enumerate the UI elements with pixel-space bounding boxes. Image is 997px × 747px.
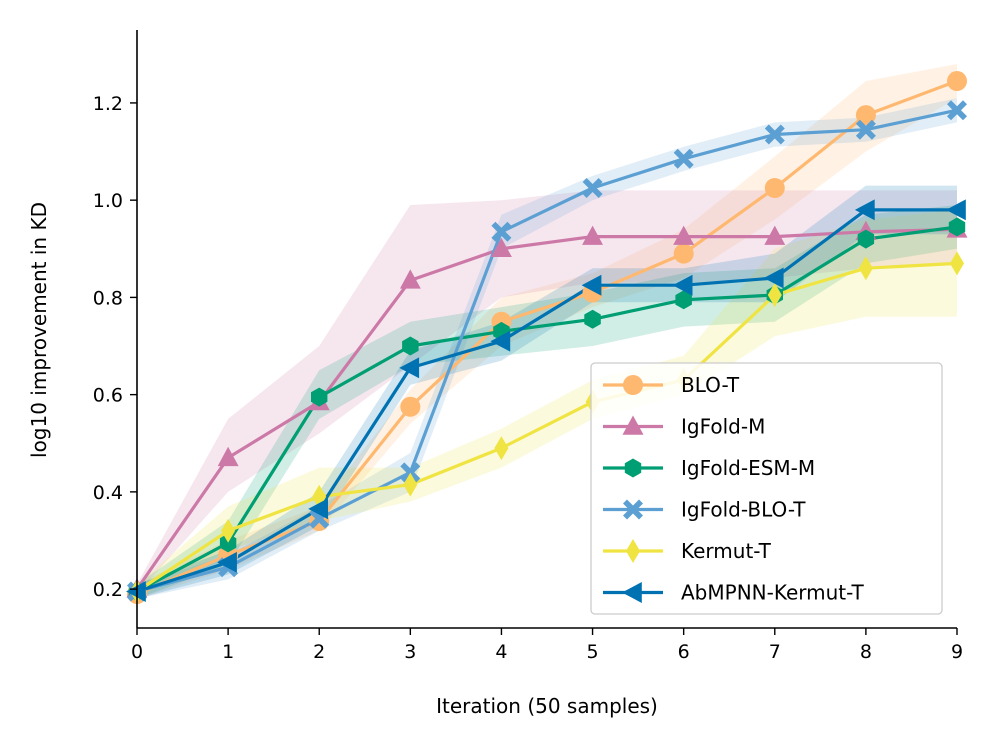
point-1-6 (673, 225, 695, 245)
legend-marker-3 (623, 499, 643, 520)
y-axis-title: log10 improvement in KD (27, 202, 51, 458)
point-1-7 (764, 225, 786, 245)
x-tick-label-2: 2 (313, 641, 325, 663)
point-3-3 (400, 462, 421, 483)
point-1-1 (217, 446, 239, 467)
point-2-5 (584, 309, 601, 329)
point-1-5 (582, 225, 603, 245)
point-0-7 (764, 178, 785, 199)
series-markers (126, 71, 968, 604)
axes (136, 30, 957, 629)
y-tick-label-5: 1.2 (93, 93, 123, 115)
point-4-3 (403, 472, 418, 497)
y-tick-label-3: 0.8 (93, 287, 123, 309)
point-4-4 (494, 436, 509, 461)
y-tick-label-1: 0.4 (93, 482, 123, 504)
band-3 (137, 98, 957, 599)
point-2-1 (219, 533, 237, 553)
legend-box (590, 362, 943, 615)
point-5-7 (763, 267, 784, 289)
series-lines (135, 79, 958, 596)
point-3-4 (491, 221, 512, 242)
series-line-3 (136, 108, 958, 594)
point-1-3 (399, 269, 421, 289)
series-line-2 (136, 225, 958, 593)
x-tick-label-6: 6 (678, 641, 690, 663)
point-4-9 (950, 251, 964, 276)
point-3-8 (855, 119, 876, 140)
point-4-8 (858, 256, 873, 281)
point-5-8 (854, 199, 875, 221)
legend-label-0: BLO-T (681, 373, 740, 397)
series-line-0 (136, 79, 958, 596)
point-0-9 (947, 71, 967, 92)
x-ticks: 0 1 2 3 4 5 6 7 8 9 (131, 628, 963, 663)
band-5 (137, 185, 957, 599)
legend-marker-0 (623, 375, 643, 395)
point-2-2 (311, 387, 328, 407)
point-0-6 (673, 243, 694, 264)
legend-label-4: Kermut-T (681, 539, 772, 563)
legend-label-1: IgFold-M (681, 415, 765, 439)
x-tick-label-4: 4 (495, 641, 507, 663)
x-tick-label-1: 1 (222, 641, 234, 663)
y-tick-label-2: 0.6 (93, 385, 123, 407)
y-tick-label-4: 1.0 (93, 190, 123, 212)
point-3-9 (947, 100, 967, 121)
legend-label-2: IgFold-ESM-M (681, 456, 815, 480)
legend: BLO-T IgFold-M IgFold-ESM-M IgFold-BLO-T Ker… (590, 362, 943, 615)
legend-marker-1 (622, 415, 644, 435)
series-line-1 (135, 227, 958, 591)
x-tick-label-0: 0 (131, 641, 143, 663)
x-tick-label-3: 3 (404, 641, 416, 663)
point-0-3 (400, 396, 421, 417)
band-0 (137, 64, 957, 599)
legend-marker-2 (624, 458, 642, 478)
point-3-6 (673, 148, 694, 169)
band-2 (137, 205, 957, 599)
legend-marker-4 (626, 539, 640, 563)
point-2-9 (948, 217, 966, 237)
point-5-1 (217, 551, 237, 573)
point-3-7 (764, 124, 785, 145)
series-line-5 (136, 208, 957, 594)
point-5-9 (946, 199, 966, 221)
point-4-7 (767, 283, 782, 307)
point-2-8 (857, 229, 875, 249)
point-0-8 (855, 105, 876, 126)
x-tick-label-8: 8 (860, 641, 872, 663)
band-4 (137, 209, 957, 599)
point-4-1 (221, 518, 236, 543)
series-line-4 (136, 261, 958, 593)
point-5-0 (126, 581, 146, 602)
x-tick-label-9: 9 (951, 641, 963, 663)
legend-label-3: IgFold-BLO-T (681, 498, 806, 522)
point-5-5 (581, 274, 602, 296)
point-5-6 (672, 274, 693, 296)
legend-label-5: AbMPNN-Kermut-T (681, 581, 865, 605)
x-tick-label-7: 7 (769, 641, 781, 663)
point-5-2 (308, 498, 328, 520)
point-1-4 (491, 237, 512, 257)
point-3-5 (582, 178, 603, 198)
point-2-6 (675, 290, 692, 310)
point-5-3 (399, 357, 420, 379)
y-ticks: 0.2 0.4 0.6 0.8 1.0 1.2 (93, 93, 137, 601)
y-tick-label-0: 0.2 (93, 579, 123, 601)
point-5-4 (490, 330, 511, 352)
point-2-3 (402, 336, 419, 356)
x-axis-title: Iteration (50 samples) (436, 694, 658, 718)
x-tick-label-5: 5 (587, 641, 599, 663)
legend-marker-5 (622, 582, 642, 603)
